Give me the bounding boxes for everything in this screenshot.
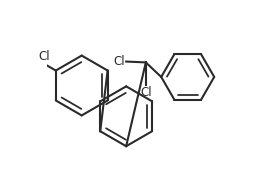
Text: Cl: Cl xyxy=(114,55,125,68)
Text: Cl: Cl xyxy=(39,50,50,63)
Text: Cl: Cl xyxy=(140,86,152,98)
